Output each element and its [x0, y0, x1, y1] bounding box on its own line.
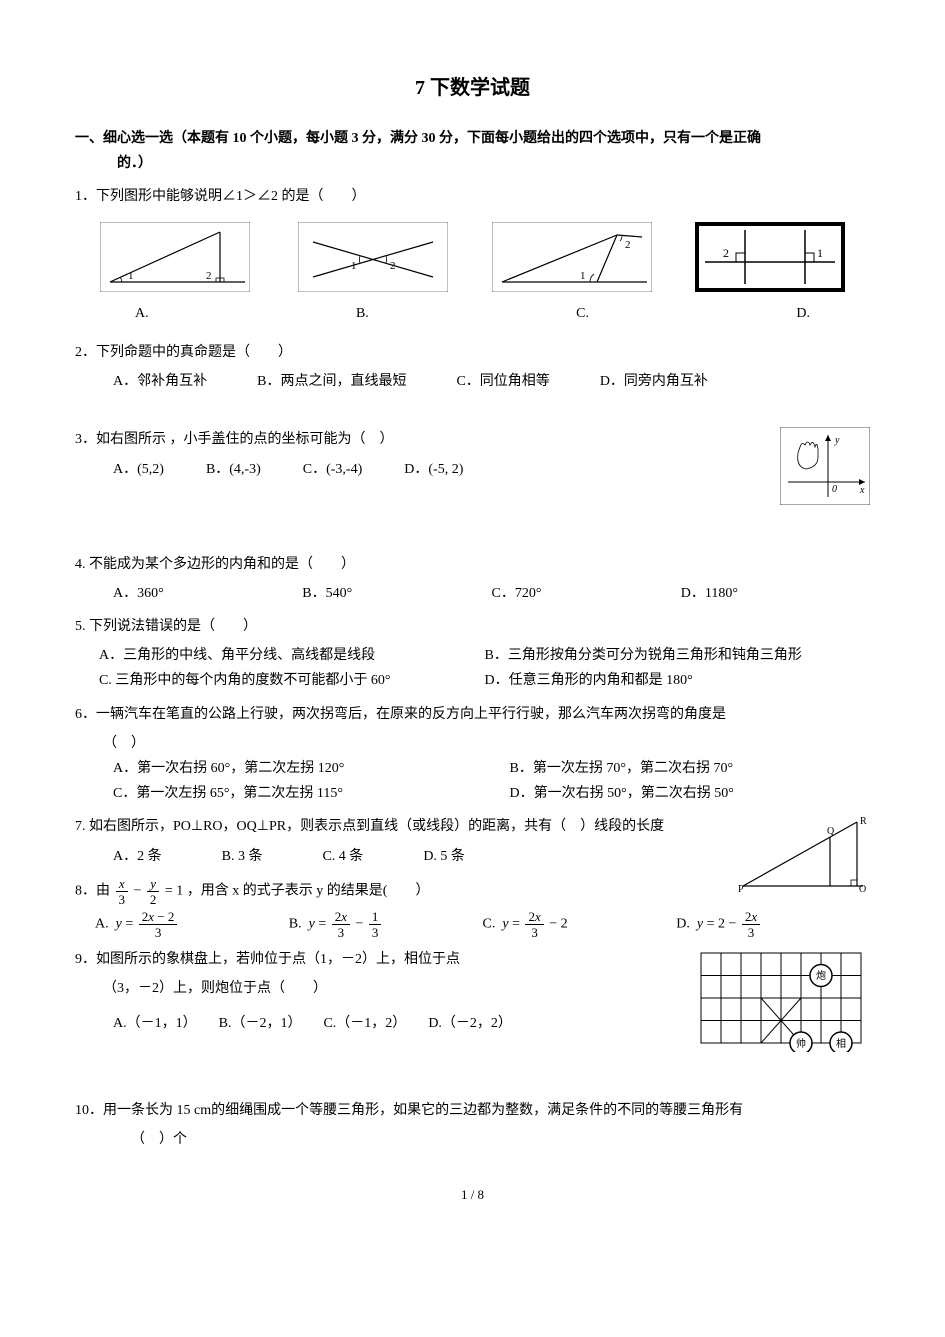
q7-b: B. 3 条 — [222, 844, 263, 869]
svg-text:2: 2 — [390, 260, 396, 272]
question-6: 6．一辆汽车在笔直的公路上行驶，两次拐弯后，在原来的反方向上平行行驶，那么汽车两… — [75, 702, 870, 807]
question-5: 5. 下列说法错误的是（ ） A．三角形的中线、角平分线、高线都是线段 B．三角… — [75, 614, 870, 694]
q6-a: A．第一次右拐 60°，第二次左拐 120° — [113, 756, 510, 781]
section-header-line2: 的．） — [75, 156, 152, 171]
question-1: 1．下列图形中能够说明∠1＞∠2 的是（ ） 1 2 — [75, 184, 870, 325]
q2-b: B．两点之间，直线最短 — [257, 369, 406, 394]
q8-b: B. y = 2x3 − 13 — [289, 910, 483, 939]
q6-text-cont: （ ） — [103, 731, 870, 756]
q5-text: 5. 下列说法错误的是（ ） — [75, 614, 870, 639]
q1-label-b: B. — [356, 301, 369, 326]
q2-c: C．同位角相等 — [456, 369, 549, 394]
q3-a: A．(5,2) — [113, 457, 164, 482]
q4-d: D．1180° — [681, 581, 870, 606]
q1-diagrams: 1 2 1 2 — [95, 220, 850, 295]
q4-text: 4. 不能成为某个多边形的内角和的是（ ） — [75, 552, 870, 577]
q1-diagram-b: 1 2 — [293, 220, 453, 295]
q3-figure: y x 0 — [780, 427, 870, 514]
q3-c: C．(-3,-4) — [303, 457, 363, 482]
q3-d: D．(-5, 2) — [404, 457, 463, 482]
q6-c: C．第一次左拐 65°，第二次左拐 115° — [113, 781, 510, 806]
q9-a: A.（－1，1） — [113, 1011, 197, 1036]
question-8: 8．由 x3 − y2 = 1 ，用含 x 的式子表示 y 的结果是( ） A.… — [75, 877, 870, 939]
q1-diagram-c: 2 1 — [492, 220, 652, 295]
q3-text: 3．如右图所示 ，小手盖住的点的坐标可能为（ ） — [75, 427, 870, 452]
q1-label-c: C. — [576, 301, 589, 326]
question-2: 2．下列命题中的真命题是（ ） A．邻补角互补 B．两点之间，直线最短 C．同位… — [75, 340, 870, 394]
svg-text:R: R — [860, 816, 867, 827]
q8-text: 8．由 x3 − y2 = 1 ，用含 x 的式子表示 y 的结果是( ） — [75, 877, 870, 906]
question-4: 4. 不能成为某个多边形的内角和的是（ ） A．360° B．540° C．72… — [75, 552, 870, 606]
svg-text:0: 0 — [832, 484, 837, 495]
svg-text:炮: 炮 — [816, 969, 826, 982]
svg-text:1: 1 — [351, 260, 357, 272]
q1-diagram-d: 2 1 — [690, 220, 850, 295]
svg-text:1: 1 — [580, 270, 586, 282]
q2-options: A．邻补角互补 B．两点之间，直线最短 C．同位角相等 D．同旁内角互补 — [113, 369, 870, 394]
q1-diagram-a: 1 2 — [95, 220, 255, 295]
q1-text: 1．下列图形中能够说明∠1＞∠2 的是（ ） — [75, 184, 870, 209]
question-10: 10．用一条长为 15 cm的细绳围成一个等腰三角形，如果它的三边都为整数，满足… — [75, 1098, 870, 1152]
q5-a: A．三角形的中线、角平分线、高线都是线段 — [99, 643, 485, 668]
svg-text:2: 2 — [723, 246, 729, 260]
svg-text:1: 1 — [817, 246, 823, 260]
page-number: 1 / 8 — [75, 1183, 870, 1206]
q9-figure: 炮 帅 相 — [695, 947, 870, 1061]
q9-b: B.（－2，1） — [219, 1011, 302, 1036]
q1-label-a: A. — [135, 301, 149, 326]
q4-b: B．540° — [302, 581, 491, 606]
q6-text: 6．一辆汽车在笔直的公路上行驶，两次拐弯后，在原来的反方向上平行行驶，那么汽车两… — [75, 702, 870, 727]
q8-a: A. y = 2x − 23 — [95, 910, 289, 939]
q5-b: B．三角形按角分类可分为锐角三角形和钝角三角形 — [485, 643, 871, 668]
svg-text:帅: 帅 — [796, 1037, 806, 1050]
q8-c: C. y = 2x3 − 2 — [483, 910, 677, 939]
q8-suffix: ，用含 x 的式子表示 y 的结果是( ） — [187, 883, 430, 898]
q5-d: D．任意三角形的内角和都是 180° — [485, 668, 871, 693]
q7-d: D. 5 条 — [423, 844, 465, 869]
svg-text:y: y — [834, 435, 840, 446]
q7-options: A．2 条 B. 3 条 C. 4 条 D. 5 条 — [113, 844, 725, 869]
svg-text:x: x — [859, 485, 865, 496]
q7-c: C. 4 条 — [322, 844, 363, 869]
question-9: 炮 帅 相 9．如图所示的象棋盘上，若帅位于点（1，－2）上，相位于点 （3，－… — [75, 947, 870, 1065]
q2-d: D．同旁内角互补 — [600, 369, 708, 394]
q4-a: A．360° — [113, 581, 302, 606]
section-header: 一、细心选一选（本题有 10 个小题，每小题 3 分，满分 30 分，下面每小题… — [75, 126, 870, 176]
q1-option-labels: A. B. C. D. — [135, 301, 810, 326]
q8-prefix: 8．由 — [75, 883, 114, 898]
svg-text:1: 1 — [128, 270, 134, 282]
q9-c: C.（－1，2） — [323, 1011, 406, 1036]
q4-options: A．360° B．540° C．720° D．1180° — [113, 581, 870, 606]
q5-c: C. 三角形中的每个内角的度数不可能都小于 60° — [99, 668, 485, 693]
q9-options: A.（－1，1） B.（－2，1） C.（－1，2） D.（－2，2） — [113, 1011, 685, 1036]
svg-text:相: 相 — [836, 1037, 846, 1050]
page-title: 7 下数学试题 — [75, 70, 870, 106]
q9-d: D.（－2，2） — [428, 1011, 512, 1036]
question-3: y x 0 3．如右图所示 ，小手盖住的点的坐标可能为（ ） A．(5,2) B… — [75, 427, 870, 518]
q6-d: D．第一次右拐 50°，第二次右拐 50° — [510, 781, 870, 806]
q10-text: 10．用一条长为 15 cm的细绳围成一个等腰三角形，如果它的三边都为整数，满足… — [75, 1098, 870, 1123]
q10-text-cont: （ ）个 — [131, 1127, 870, 1152]
svg-text:2: 2 — [625, 239, 631, 251]
question-7: P Q R O 7. 如右图所示，PO⊥RO，OQ⊥PR，则表示点到直线（或线段… — [75, 814, 870, 868]
section-header-line1: 一、细心选一选（本题有 10 个小题，每小题 3 分，满分 30 分，下面每小题… — [75, 131, 761, 146]
svg-text:Q: Q — [827, 826, 835, 837]
q2-text: 2．下列命题中的真命题是（ ） — [75, 340, 870, 365]
q6-b: B．第一次左拐 70°，第二次右拐 70° — [510, 756, 870, 781]
q7-a: A．2 条 — [113, 844, 162, 869]
q1-label-d: D. — [796, 301, 810, 326]
q4-c: C．720° — [492, 581, 681, 606]
svg-text:2: 2 — [206, 270, 212, 282]
q8-d: D. y = 2 − 2x3 — [676, 910, 870, 939]
q3-b: B．(4,-3) — [206, 457, 261, 482]
q3-options: A．(5,2) B．(4,-3) C．(-3,-4) D．(-5, 2) — [113, 457, 770, 482]
q2-a: A．邻补角互补 — [113, 369, 207, 394]
